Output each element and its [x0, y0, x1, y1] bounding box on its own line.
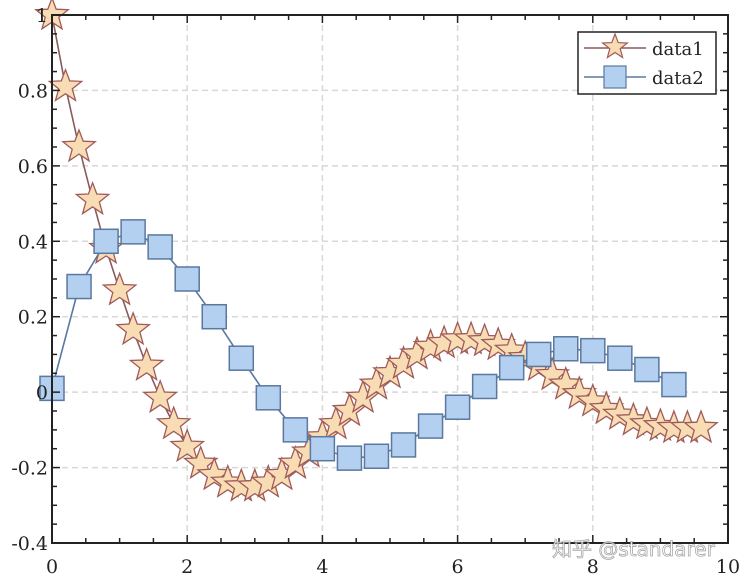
axis-ticks	[51, 14, 729, 544]
data-point-square	[580, 337, 606, 364]
star-marker-icon	[600, 32, 630, 59]
series-data1	[34, 0, 719, 502]
y-tick-label: 0.4	[18, 231, 48, 253]
data-point-square	[255, 385, 282, 411]
y-tick-label: 0.8	[18, 80, 48, 102]
data-point-star	[128, 346, 165, 381]
legend: data1 data2	[577, 31, 717, 95]
x-tick-label: 8	[587, 556, 599, 578]
data-point-square	[471, 373, 498, 400]
series-data2	[39, 219, 687, 471]
data-point-square	[417, 413, 444, 439]
data-point-square	[309, 435, 336, 462]
x-tick-label: 6	[452, 556, 464, 578]
data-point-star	[47, 67, 84, 102]
y-tick-label: 0.2	[18, 307, 48, 329]
legend-label-data2: data2	[652, 68, 704, 89]
data-point-star	[683, 409, 719, 444]
data-point-star	[115, 311, 152, 346]
data-point-square	[282, 417, 309, 443]
legend-item-data1: data1	[584, 32, 704, 60]
legend-item-data2: data2	[584, 65, 704, 89]
y-tick-label: 0.6	[18, 156, 48, 178]
data-point-square	[363, 443, 390, 470]
data-point-square	[120, 219, 146, 245]
watermark: 知乎 @standarer	[552, 537, 716, 561]
data-point-square	[634, 356, 660, 383]
data-point-square	[66, 273, 92, 300]
data-point-square	[444, 394, 471, 420]
data-point-star	[74, 180, 111, 216]
y-tick-label: -0.4	[11, 533, 48, 555]
data-point-star	[61, 128, 97, 163]
data-point-square	[147, 234, 173, 260]
x-tick-label: 10	[716, 556, 740, 578]
data-point-square	[228, 345, 255, 371]
square-marker-icon	[603, 65, 627, 89]
legend-box	[577, 31, 717, 95]
y-axis-tick-labels: -0.4 -0.2 0 0.2 0.4 0.6 0.8 1	[11, 5, 48, 555]
data-point-star	[169, 427, 206, 463]
y-tick-label: 0	[36, 382, 48, 404]
data-point-square	[93, 228, 119, 255]
data-point-square	[390, 432, 417, 458]
data-point-star	[155, 405, 192, 440]
data-point-square	[201, 303, 227, 330]
data-point-star	[101, 271, 138, 306]
x-axis-tick-labels: 0 2 4 6 8 10	[46, 556, 740, 578]
y-tick-label: -0.2	[11, 458, 48, 480]
data-point-square	[607, 345, 633, 371]
data-point-square	[336, 445, 363, 471]
x-tick-label: 2	[181, 556, 193, 578]
data-point-square	[661, 371, 687, 398]
x-tick-label: 0	[46, 556, 58, 578]
plot-area	[34, 0, 719, 502]
data-point-square	[174, 266, 200, 292]
data-point-square	[553, 336, 579, 362]
legend-label-data1: data1	[652, 39, 704, 60]
y-tick-label: 1	[36, 5, 48, 27]
data-point-star	[142, 378, 179, 414]
data-point-square	[525, 341, 552, 368]
data-point-square	[498, 354, 525, 381]
x-tick-label: 4	[316, 556, 328, 578]
